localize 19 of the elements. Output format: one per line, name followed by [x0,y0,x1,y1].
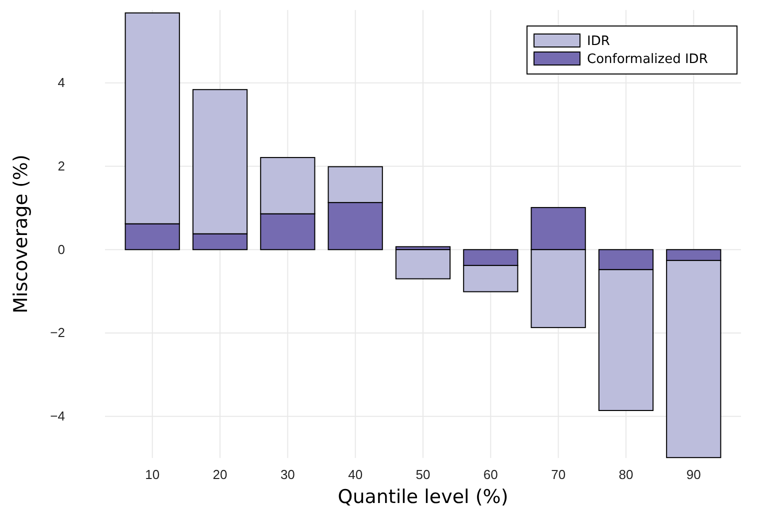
x-axis-title: Quantile level (%) [338,486,508,508]
x-tick-label: 10 [145,467,160,482]
x-tick-label: 50 [416,467,430,482]
y-tick-label: 0 [58,242,65,257]
x-tick-label: 80 [618,467,634,482]
x-tick-label: 20 [212,467,228,482]
y-tick-label: 2 [58,158,65,174]
legend-label: IDR [587,34,610,49]
x-tick-label: 70 [551,467,566,482]
y-axis-title: Miscoverage (%) [10,154,32,314]
x-tick-label: 90 [686,467,701,482]
x-tick-label: 30 [280,467,295,482]
x-tick-label: 40 [348,467,363,482]
x-tick-label: 60 [483,467,498,482]
y-tick-label: −2 [50,325,65,340]
bar [395,249,451,280]
y-tick-label: −4 [50,408,65,424]
y-tick-label: 4 [58,75,65,90]
legend-label: Conformalized IDR [587,52,708,67]
